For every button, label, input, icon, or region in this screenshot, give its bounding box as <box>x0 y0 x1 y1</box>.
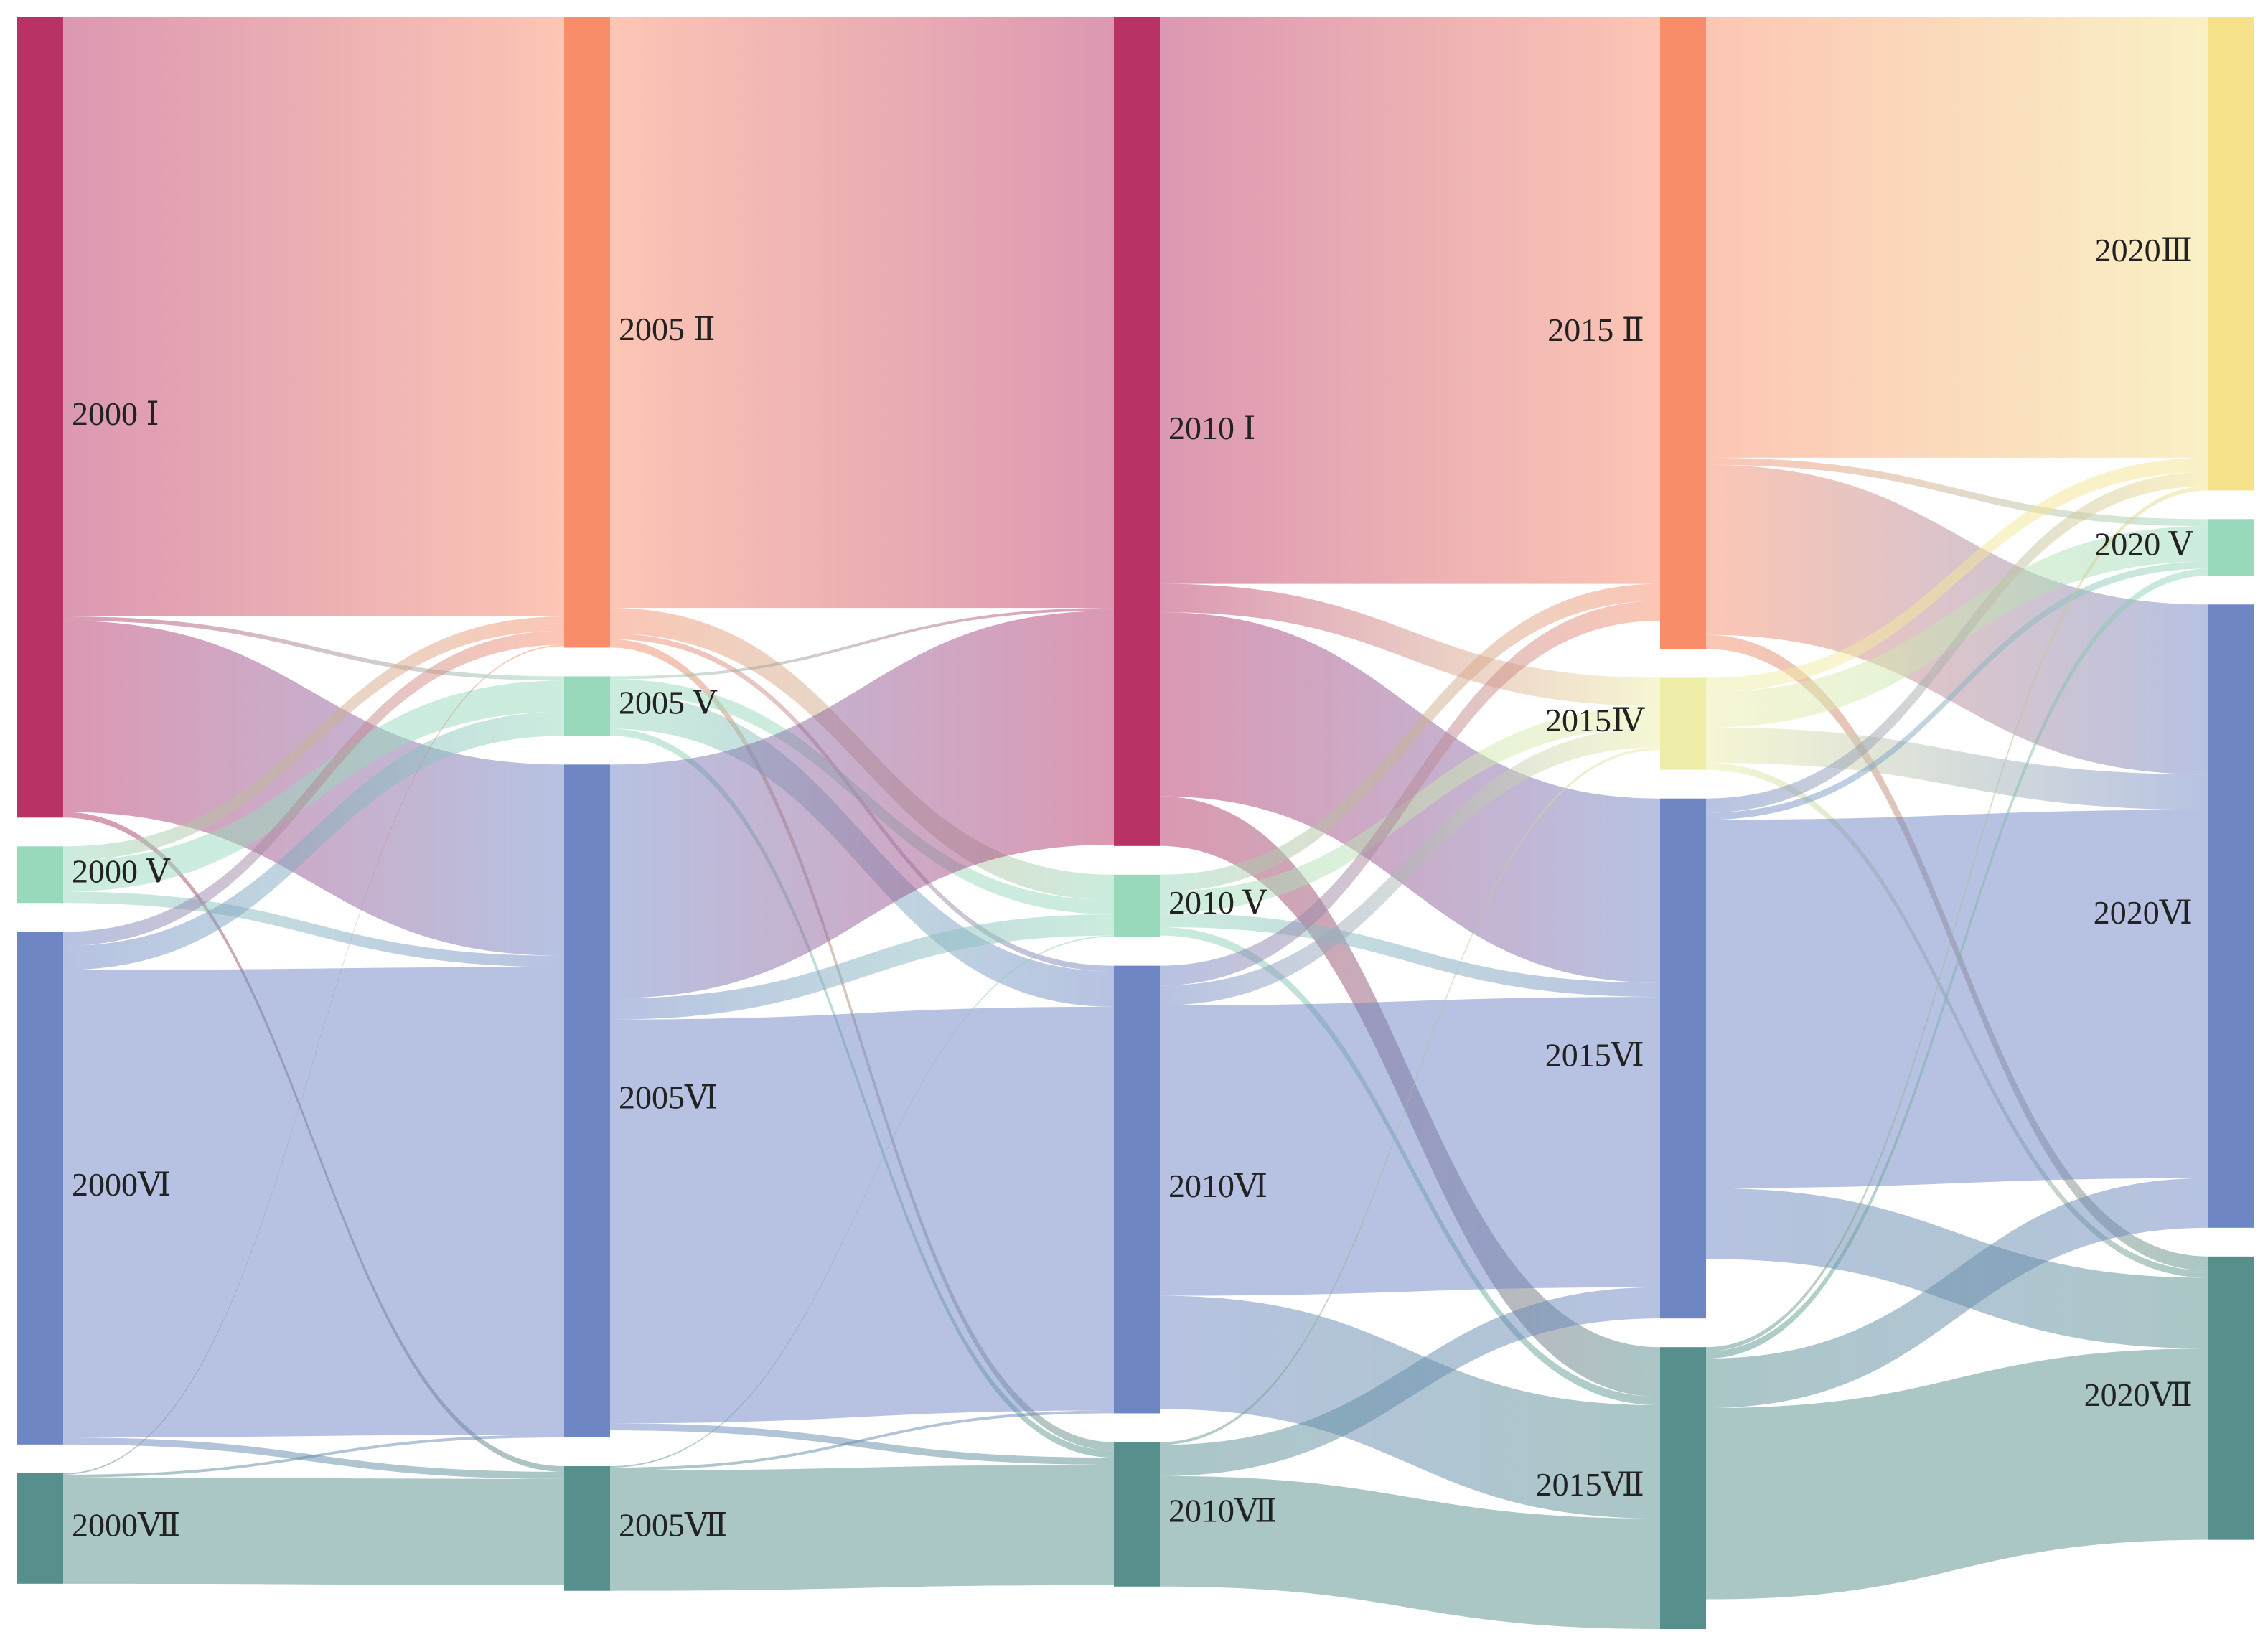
node <box>2208 1256 2254 1540</box>
node <box>1660 798 1706 1319</box>
link <box>63 1477 564 1585</box>
node-label: 2020Ⅶ <box>2084 1376 2193 1413</box>
node <box>564 764 610 1437</box>
link <box>610 1006 1114 1424</box>
node <box>2208 519 2254 576</box>
link <box>610 935 1114 1468</box>
link <box>63 630 564 947</box>
node <box>1114 965 1160 1414</box>
link <box>1160 583 1660 706</box>
link <box>1706 1178 2208 1409</box>
link <box>1706 810 2208 1188</box>
nodes: 2000 Ⅰ 2000 Ⅴ 2000Ⅵ 2000Ⅶ 2005 Ⅱ 2005 Ⅴ 2005Ⅵ 2… <box>17 17 2254 1629</box>
node <box>1660 1347 1706 1629</box>
node-label: 2015Ⅵ <box>1545 1037 1644 1074</box>
link <box>1160 1295 1660 1519</box>
node-label: 2005Ⅵ <box>619 1079 718 1116</box>
link <box>1160 583 1660 892</box>
link <box>1160 727 1660 1005</box>
link <box>63 616 564 681</box>
node <box>1660 677 1706 770</box>
link <box>63 711 564 970</box>
link <box>610 914 1114 1020</box>
link <box>63 967 564 1437</box>
link <box>1706 1348 2208 1600</box>
node-label: 2010Ⅶ <box>1168 1493 1277 1529</box>
node <box>1114 1442 1160 1587</box>
link <box>1160 747 1660 1445</box>
node <box>17 17 63 818</box>
node <box>564 676 610 736</box>
link <box>63 1435 564 1478</box>
link <box>1160 1287 1660 1476</box>
node-label: 2015Ⅶ <box>1536 1466 1644 1503</box>
node-label: 2015 Ⅱ <box>1547 311 1644 348</box>
node-label: 2000Ⅶ <box>72 1506 180 1543</box>
link <box>610 608 1114 680</box>
node <box>2208 604 2254 1228</box>
node <box>1660 17 1706 649</box>
link <box>63 891 564 967</box>
link <box>1706 486 2208 1352</box>
link <box>1160 997 1660 1296</box>
link <box>610 17 1114 609</box>
node-label: 2020Ⅲ <box>2095 232 2193 268</box>
node-label: 2005Ⅶ <box>619 1506 727 1543</box>
link <box>1706 1188 2208 1349</box>
link <box>1706 457 2208 693</box>
node-label: 2005 Ⅱ <box>619 311 716 347</box>
node <box>17 846 63 904</box>
node-label: 2020 Ⅴ <box>2094 525 2193 562</box>
node-label: 2020Ⅵ <box>2094 894 2193 931</box>
node-label: 2010Ⅵ <box>1168 1168 1267 1204</box>
links <box>63 17 2208 1629</box>
node-label: 2005 Ⅴ <box>619 684 718 721</box>
link <box>1160 17 1660 584</box>
node <box>1114 17 1160 846</box>
link <box>1706 727 2208 810</box>
node <box>1114 874 1160 937</box>
link <box>63 1437 564 1479</box>
node-label: 2015Ⅳ <box>1545 702 1645 738</box>
node <box>17 932 63 1445</box>
link <box>63 616 564 861</box>
node-label: 2000 Ⅰ <box>72 395 159 432</box>
node-label: 2010 Ⅰ <box>1168 410 1256 446</box>
link <box>610 1410 1114 1470</box>
link <box>63 17 564 617</box>
link <box>1160 601 1660 986</box>
link <box>1160 705 1660 914</box>
link <box>1706 561 2208 820</box>
link <box>1706 457 2208 527</box>
link <box>610 611 1114 999</box>
link <box>1706 568 2208 1359</box>
link <box>1160 1475 1660 1629</box>
link <box>1706 471 2208 813</box>
link <box>610 1465 1114 1591</box>
node-label: 2010 Ⅴ <box>1168 884 1267 921</box>
link <box>63 644 564 1475</box>
node-label: 2000Ⅵ <box>72 1166 171 1203</box>
node <box>564 1465 610 1591</box>
link <box>1706 17 2208 458</box>
node <box>564 17 610 648</box>
node-label: 2000 Ⅴ <box>72 853 171 889</box>
link <box>610 1423 1114 1465</box>
node <box>17 1473 63 1584</box>
link <box>1706 526 2208 728</box>
node <box>2208 17 2254 491</box>
